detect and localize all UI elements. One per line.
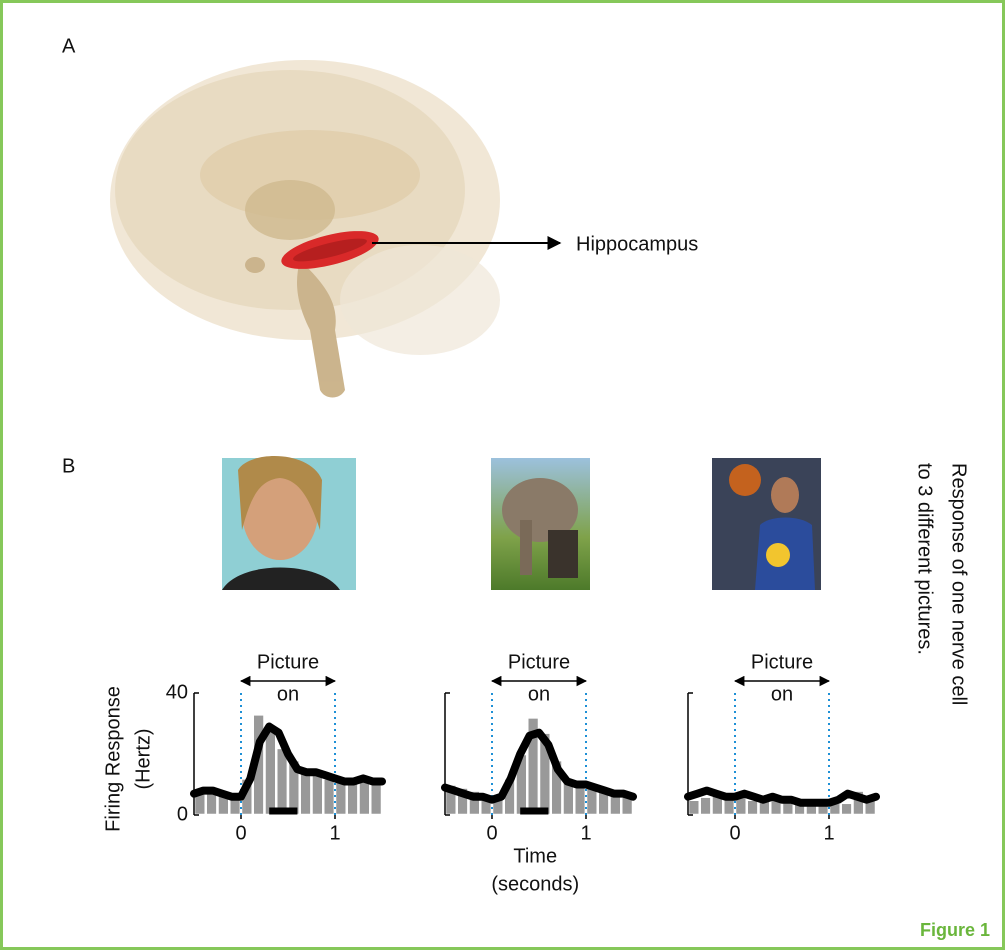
x-tick-label: 0	[729, 822, 740, 844]
annotation: Picture	[257, 651, 319, 673]
y-axis-title-line: Firing Response	[102, 686, 124, 832]
x-axis-title-line: (seconds)	[491, 873, 579, 895]
annotation: Picture	[751, 651, 813, 673]
photo-elephant	[491, 458, 590, 590]
bar	[688, 800, 700, 815]
page: A B Hippocampus Response of one nerve ce…	[0, 0, 1005, 950]
y-tick-label: 0	[177, 803, 188, 825]
bar	[347, 781, 359, 815]
y-axis-title: Firing Response (Hertz)	[102, 686, 154, 832]
annotation: Picture	[508, 651, 570, 673]
x-axis-title-line: Time	[513, 845, 557, 867]
bar	[700, 797, 712, 815]
bar	[265, 730, 277, 815]
figure: A B Hippocampus Response of one nerve ce…	[0, 0, 1005, 950]
bar	[841, 803, 853, 815]
annotation: on	[528, 683, 550, 705]
side-text: Response of one nerve cell to 3 differen…	[914, 463, 970, 705]
y-tick-label: 40	[166, 681, 188, 703]
bar	[370, 781, 382, 815]
chart: Picture on 0 1 Time (seconds)	[445, 651, 633, 895]
x-tick-label: 0	[235, 822, 246, 844]
x-tick-label: 0	[486, 822, 497, 844]
annotation: on	[277, 683, 299, 705]
bar	[574, 785, 586, 816]
chart: Picture on 0 40 0 1 Firing Response (Hertz)	[102, 651, 382, 844]
y-axis-title-line: (Hertz)	[132, 728, 154, 789]
photo-basketball	[712, 458, 821, 590]
chart: Picture on 0 1	[688, 651, 876, 844]
x-tick-label: 1	[329, 822, 340, 844]
x-tick-label: 1	[580, 822, 591, 844]
brain-illustration	[110, 60, 500, 398]
bar	[323, 778, 335, 815]
panel-label: B	[62, 455, 75, 477]
bar	[300, 772, 312, 815]
side-text-line: Response of one nerve cell	[948, 463, 970, 705]
photo-face	[222, 456, 356, 590]
x-tick-label: 1	[823, 822, 834, 844]
bar	[312, 772, 324, 815]
side-text-line: to 3 different pictures.	[914, 463, 936, 655]
annotation: on	[771, 683, 793, 705]
panel-label: A	[62, 35, 76, 57]
figure-label: Figure 1	[920, 920, 990, 940]
bar	[747, 800, 759, 815]
brain-label: Hippocampus	[576, 233, 698, 255]
